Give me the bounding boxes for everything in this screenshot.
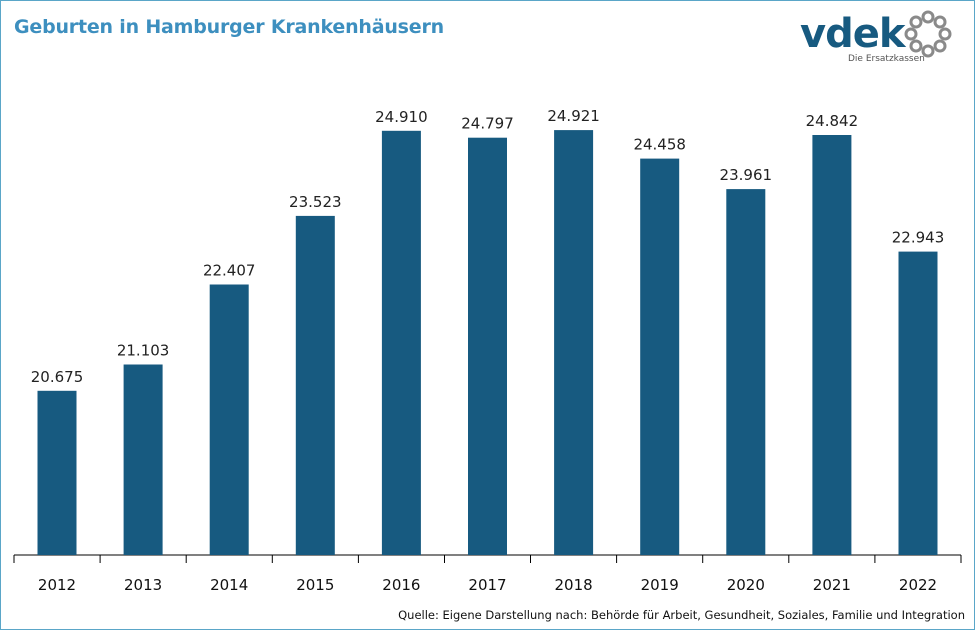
x-tick-label: 2012 <box>38 576 76 594</box>
logo-tagline: Die Ersatzkassen <box>848 54 925 64</box>
chart-title: Geburten in Hamburger Krankenhäusern <box>14 16 444 38</box>
logo-ring-dot <box>921 10 935 24</box>
x-tick-label: 2016 <box>382 576 420 594</box>
bar-value-label: 23.961 <box>720 166 773 184</box>
logo-ring-dot <box>933 39 947 53</box>
x-tick-label: 2017 <box>468 576 506 594</box>
bar <box>898 251 938 555</box>
bar-value-label: 22.407 <box>203 262 256 280</box>
bar-value-label: 22.943 <box>892 229 945 247</box>
x-tick-label: 2022 <box>899 576 937 594</box>
logo-ring-dot <box>909 39 923 53</box>
x-tick-label: 2021 <box>813 576 851 594</box>
bar <box>381 130 421 556</box>
bar-value-label: 24.797 <box>461 115 514 133</box>
logo-ring-dot <box>909 15 923 29</box>
x-tick-label: 2019 <box>641 576 679 594</box>
bar-value-label: 24.910 <box>375 108 428 126</box>
x-tick-label: 2015 <box>296 576 334 594</box>
bar-value-label: 24.921 <box>547 107 600 125</box>
bar-value-label: 21.103 <box>117 342 170 360</box>
bar-value-label: 24.458 <box>633 136 686 154</box>
logo-ring-icon <box>904 10 952 58</box>
x-tick-label: 2014 <box>210 576 248 594</box>
bar <box>37 390 77 555</box>
logo-ring-dot <box>938 27 952 41</box>
bar <box>640 158 680 555</box>
bar <box>554 130 594 555</box>
bar <box>812 135 852 555</box>
bar <box>295 215 335 555</box>
logo-ring-dot <box>921 44 935 58</box>
bar <box>726 189 766 555</box>
logo-wordmark: vdek <box>800 11 905 57</box>
vdek-logo: vdek Die Ersatzkassen <box>800 8 965 70</box>
bar-value-label: 23.523 <box>289 193 342 211</box>
logo-ring-dot <box>933 15 947 29</box>
source-note: Quelle: Eigene Darstellung nach: Behörde… <box>398 608 965 622</box>
bar <box>468 137 507 555</box>
x-tick-label: 2020 <box>727 576 765 594</box>
bar <box>123 364 163 555</box>
x-tick-label: 2013 <box>124 576 162 594</box>
logo-ring-dot <box>904 27 918 41</box>
bar-value-label: 20.675 <box>31 368 84 386</box>
bar <box>209 284 249 555</box>
bar-value-label: 24.842 <box>806 112 859 130</box>
x-tick-label: 2018 <box>555 576 593 594</box>
